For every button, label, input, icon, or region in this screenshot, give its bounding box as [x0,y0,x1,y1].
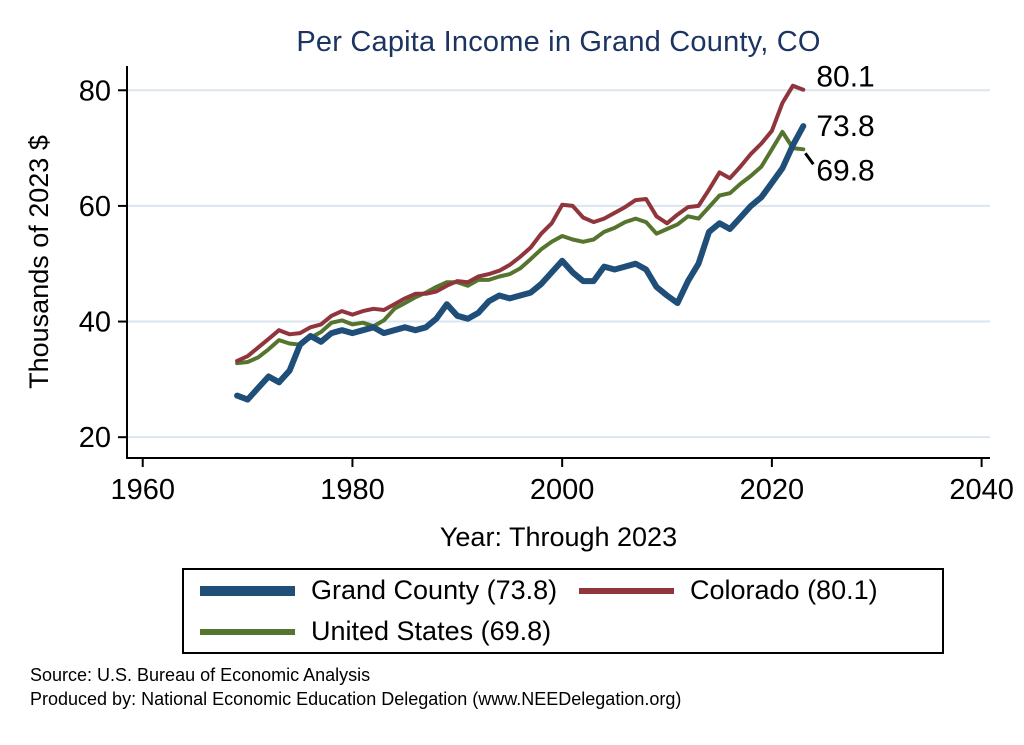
x-axis-label: Year: Through 2023 [439,522,678,552]
legend-label-united-states: United States (69.8) [311,616,552,646]
legend-item-united-states: United States (69.8) [184,616,563,647]
end-label-united-states: 69.8 [816,154,874,187]
legend: Grand County (73.8) Colorado (80.1) Unit… [182,568,944,654]
y-axis-label: Thousands of 2023 $ [24,135,54,389]
legend-swatch-grand-county [200,585,295,596]
x-tick-label-2000: 2000 [530,474,595,506]
series-line-grand-county [234,123,807,403]
legend-swatch-colorado [579,587,674,594]
series-line-colorado [235,83,806,363]
legend-item-grand-county: Grand County (73.8) [184,575,563,606]
legend-swatch-united-states [200,628,295,635]
y-tick-label-80: 80 [79,75,111,107]
series-line-united-states [235,129,806,366]
end-label-grand-county: 73.8 [816,110,874,143]
legend-label-grand-county: Grand County (73.8) [311,575,558,605]
end-label-leader-united-states [804,152,815,166]
end-label-colorado: 80.1 [816,61,874,94]
x-tick-label-2040: 2040 [949,474,1014,506]
y-tick-label-40: 40 [79,307,111,339]
legend-label-colorado: Colorado (80.1) [690,575,878,605]
legend-item-colorado: Colorado (80.1) [563,575,942,606]
source-line-2: Produced by: National Economic Education… [30,689,682,709]
y-tick-label-60: 60 [79,191,111,223]
chart-title: Per Capita Income in Grand County, CO [296,26,821,58]
y-tick-label-20: 20 [79,422,111,454]
source-line-1: Source: U.S. Bureau of Economic Analysis [30,665,371,685]
x-tick-label-1980: 1980 [320,474,385,506]
x-tick-label-1960: 1960 [110,474,175,506]
x-tick-label-2020: 2020 [740,474,805,506]
